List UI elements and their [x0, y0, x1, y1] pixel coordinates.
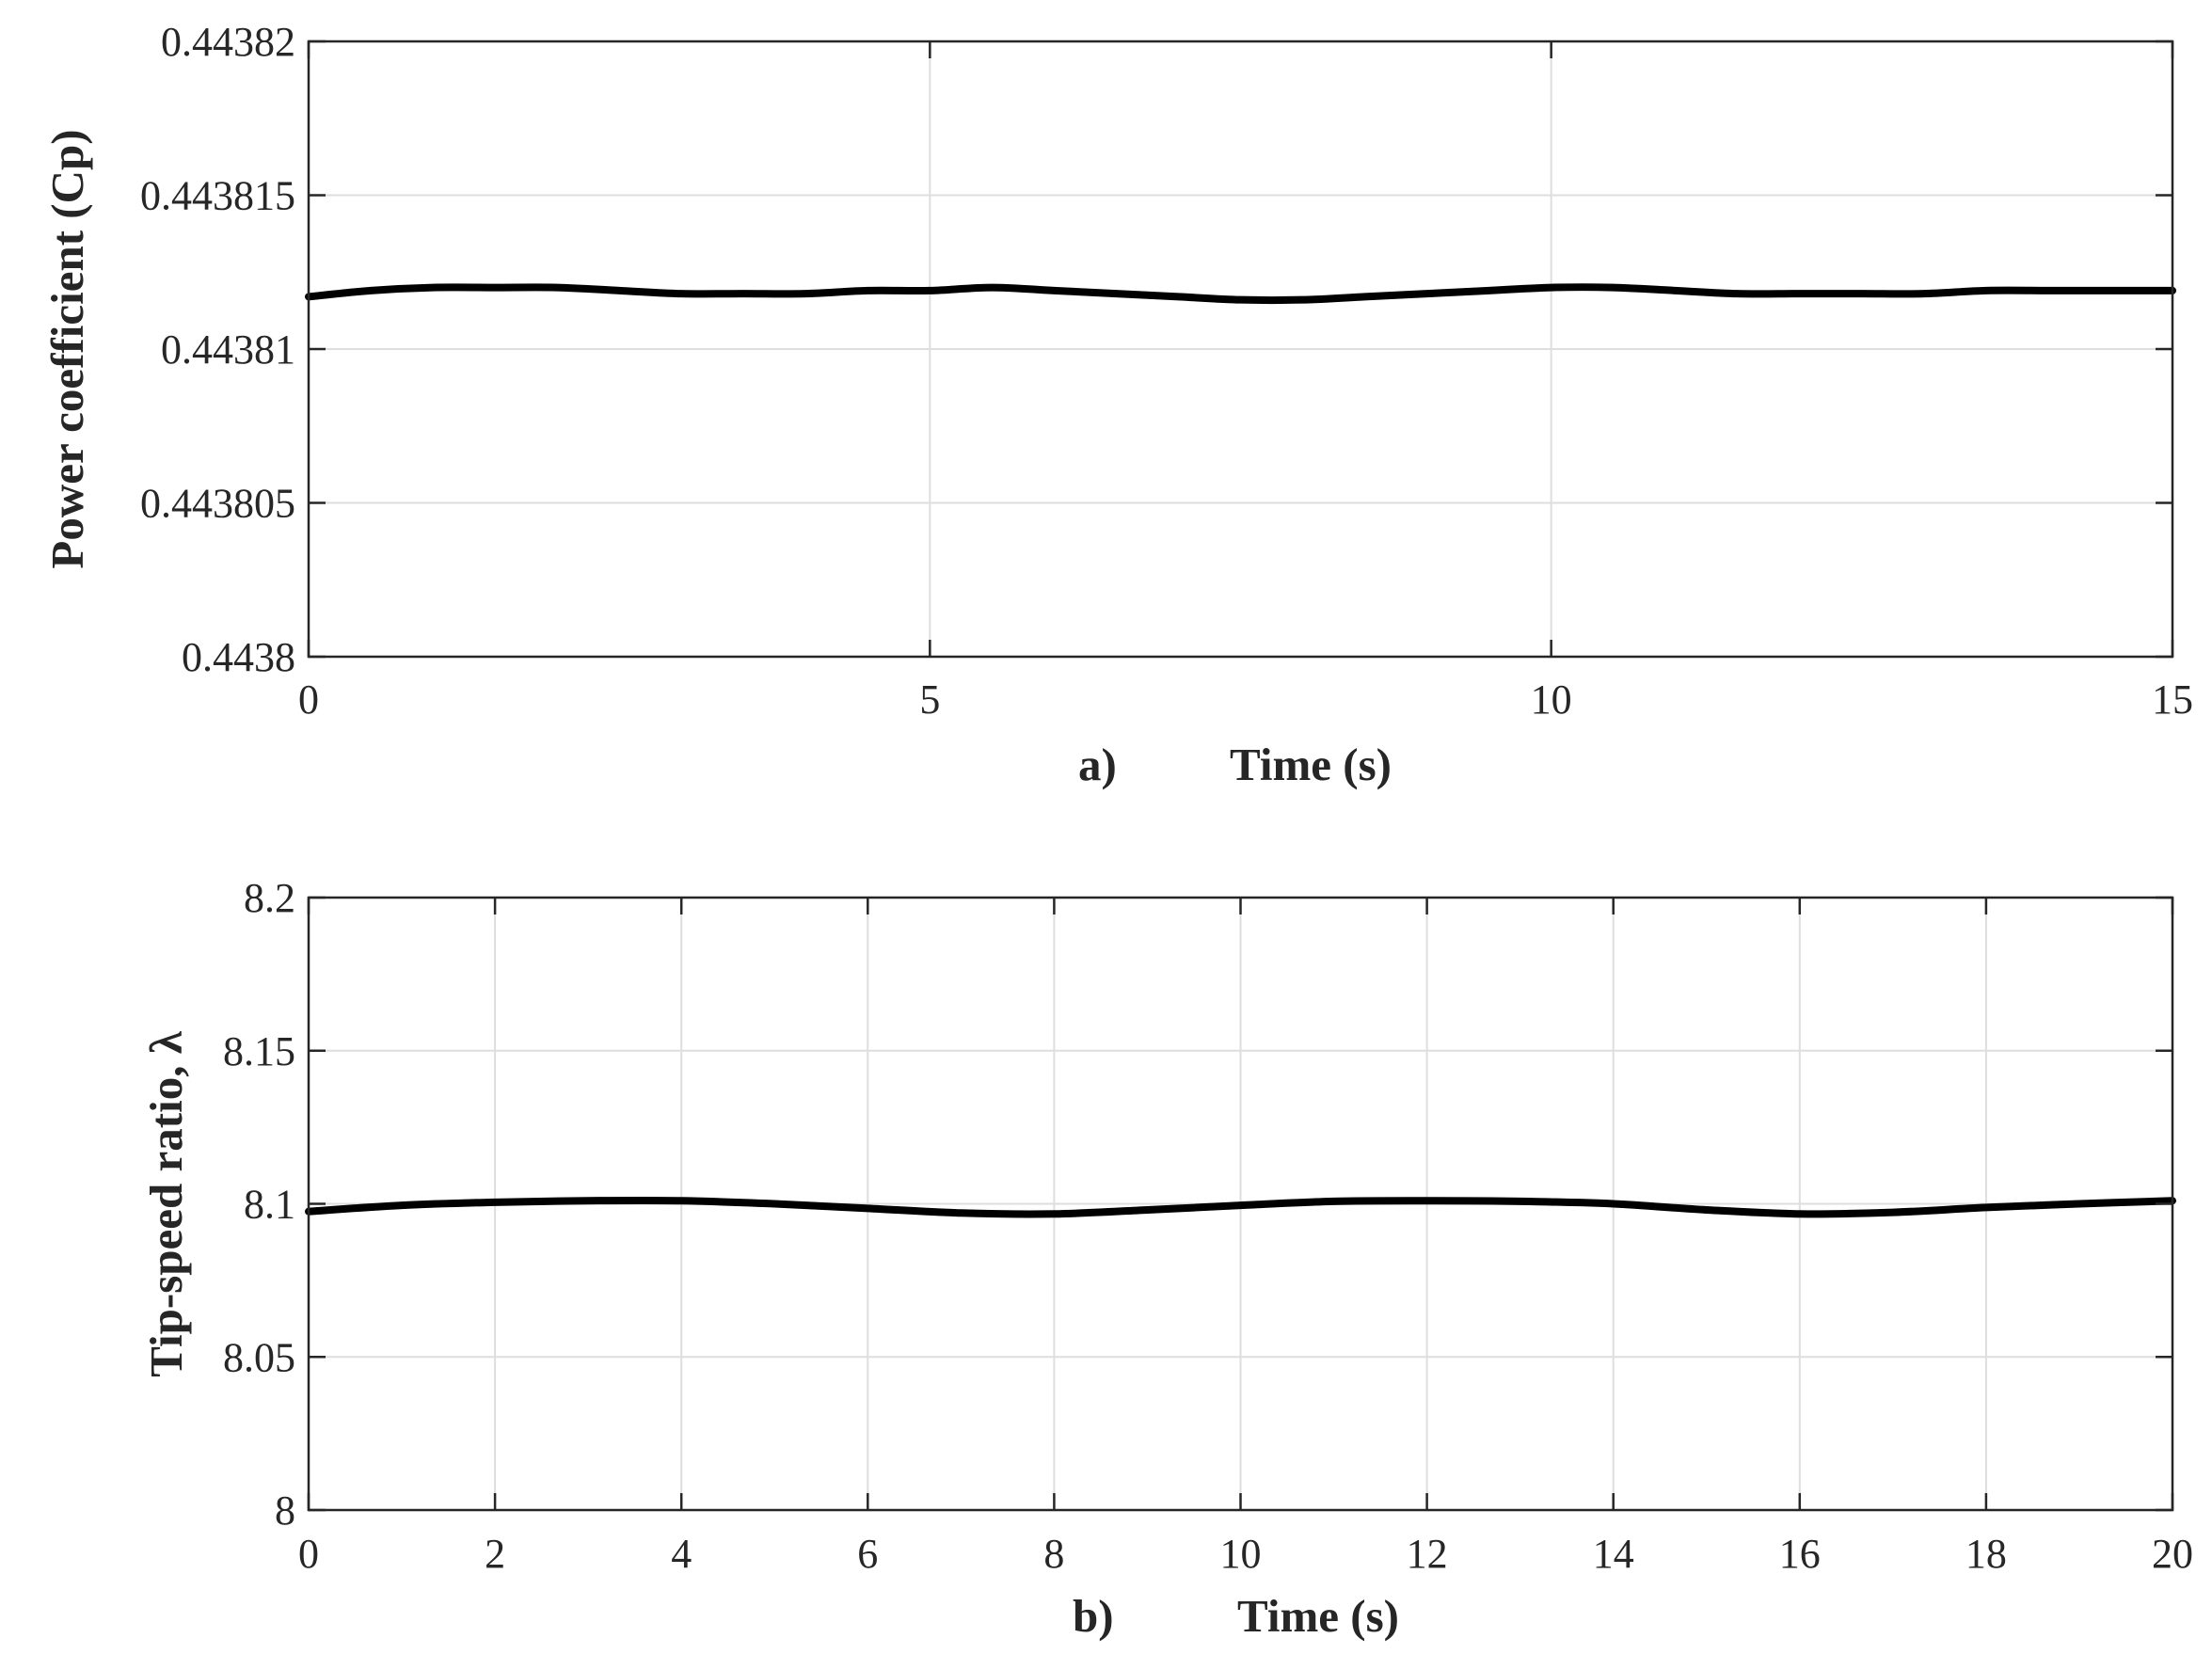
panel-a: 0 5 10 15 0.44380.4438050.443810.4438150.44… [41, 19, 2193, 790]
x-tick-label: 14 [1593, 1531, 1634, 1577]
y-tick-label: 8.15 [223, 1028, 295, 1074]
panel-a-label: a) [1078, 739, 1117, 790]
panel-a-xtick-labels: 0 5 10 15 [298, 676, 2193, 723]
x-tick-label: 0 [298, 676, 319, 723]
panel-b-ytick-labels: 8 8.05 8.1 8.15 8.2 [223, 875, 295, 1534]
y-tick-label: 8.1 [244, 1182, 295, 1228]
x-tick-label: 20 [2152, 1531, 2193, 1577]
x-tick-label: 4 [671, 1531, 692, 1577]
y-tick-label: 0.443815 [140, 173, 295, 219]
panel-a-ytick-labels: 0.4438 0.443805 0.44381 0.443815 0.44382 [140, 19, 295, 680]
panel-b-ticks [307, 896, 2174, 1512]
panel-b-y-axis-title: Tip-speed ratio, λ [140, 1030, 192, 1376]
y-tick-label: 0.443805 [140, 481, 295, 527]
y-tick-label: 8.2 [244, 875, 295, 921]
x-tick-label: 16 [1779, 1531, 1821, 1577]
x-tick-label: 10 [1220, 1531, 1262, 1577]
panel-a-series [305, 283, 2176, 305]
panel-a-ticks [307, 40, 2174, 659]
y-tick-label: 0.4438 [182, 634, 295, 680]
x-tick-label: 8 [1043, 1531, 1064, 1577]
panel-b-x-axis-title: Time (s) [1237, 1590, 1399, 1642]
panel-b-series [305, 1196, 2176, 1218]
panel-b: 0 2 4 6 8 10 12 14 16 18 20 8 8.05 8.1 8.15 8.2 b) Tim… [140, 875, 2193, 1642]
panel-a-grid [309, 41, 2172, 657]
y-tick-label: 8 [275, 1487, 295, 1534]
x-tick-label: 5 [919, 676, 940, 723]
x-tick-label: 0 [298, 1531, 319, 1577]
x-tick-label: 18 [1965, 1531, 2007, 1577]
panel-a-x-axis-title: Time (s) [1230, 739, 1392, 790]
panel-a-y-axis-title: Power coefficient (Cp) [41, 129, 93, 568]
x-tick-label: 10 [1531, 676, 1572, 723]
panel-b-xtick-labels: 0 2 4 6 8 10 12 14 16 18 20 [298, 1531, 2193, 1577]
series-line [305, 283, 2176, 305]
y-tick-label: 8.05 [223, 1334, 295, 1380]
y-tick-label: 0.44382 [161, 19, 295, 65]
y-tick-label: 0.44381 [161, 326, 295, 373]
series-line [305, 1196, 2176, 1218]
x-tick-label: 2 [485, 1531, 505, 1577]
panel-b-label: b) [1073, 1590, 1114, 1642]
x-tick-label: 6 [857, 1531, 878, 1577]
x-tick-label: 12 [1407, 1531, 1448, 1577]
x-tick-label: 15 [2152, 676, 2193, 723]
